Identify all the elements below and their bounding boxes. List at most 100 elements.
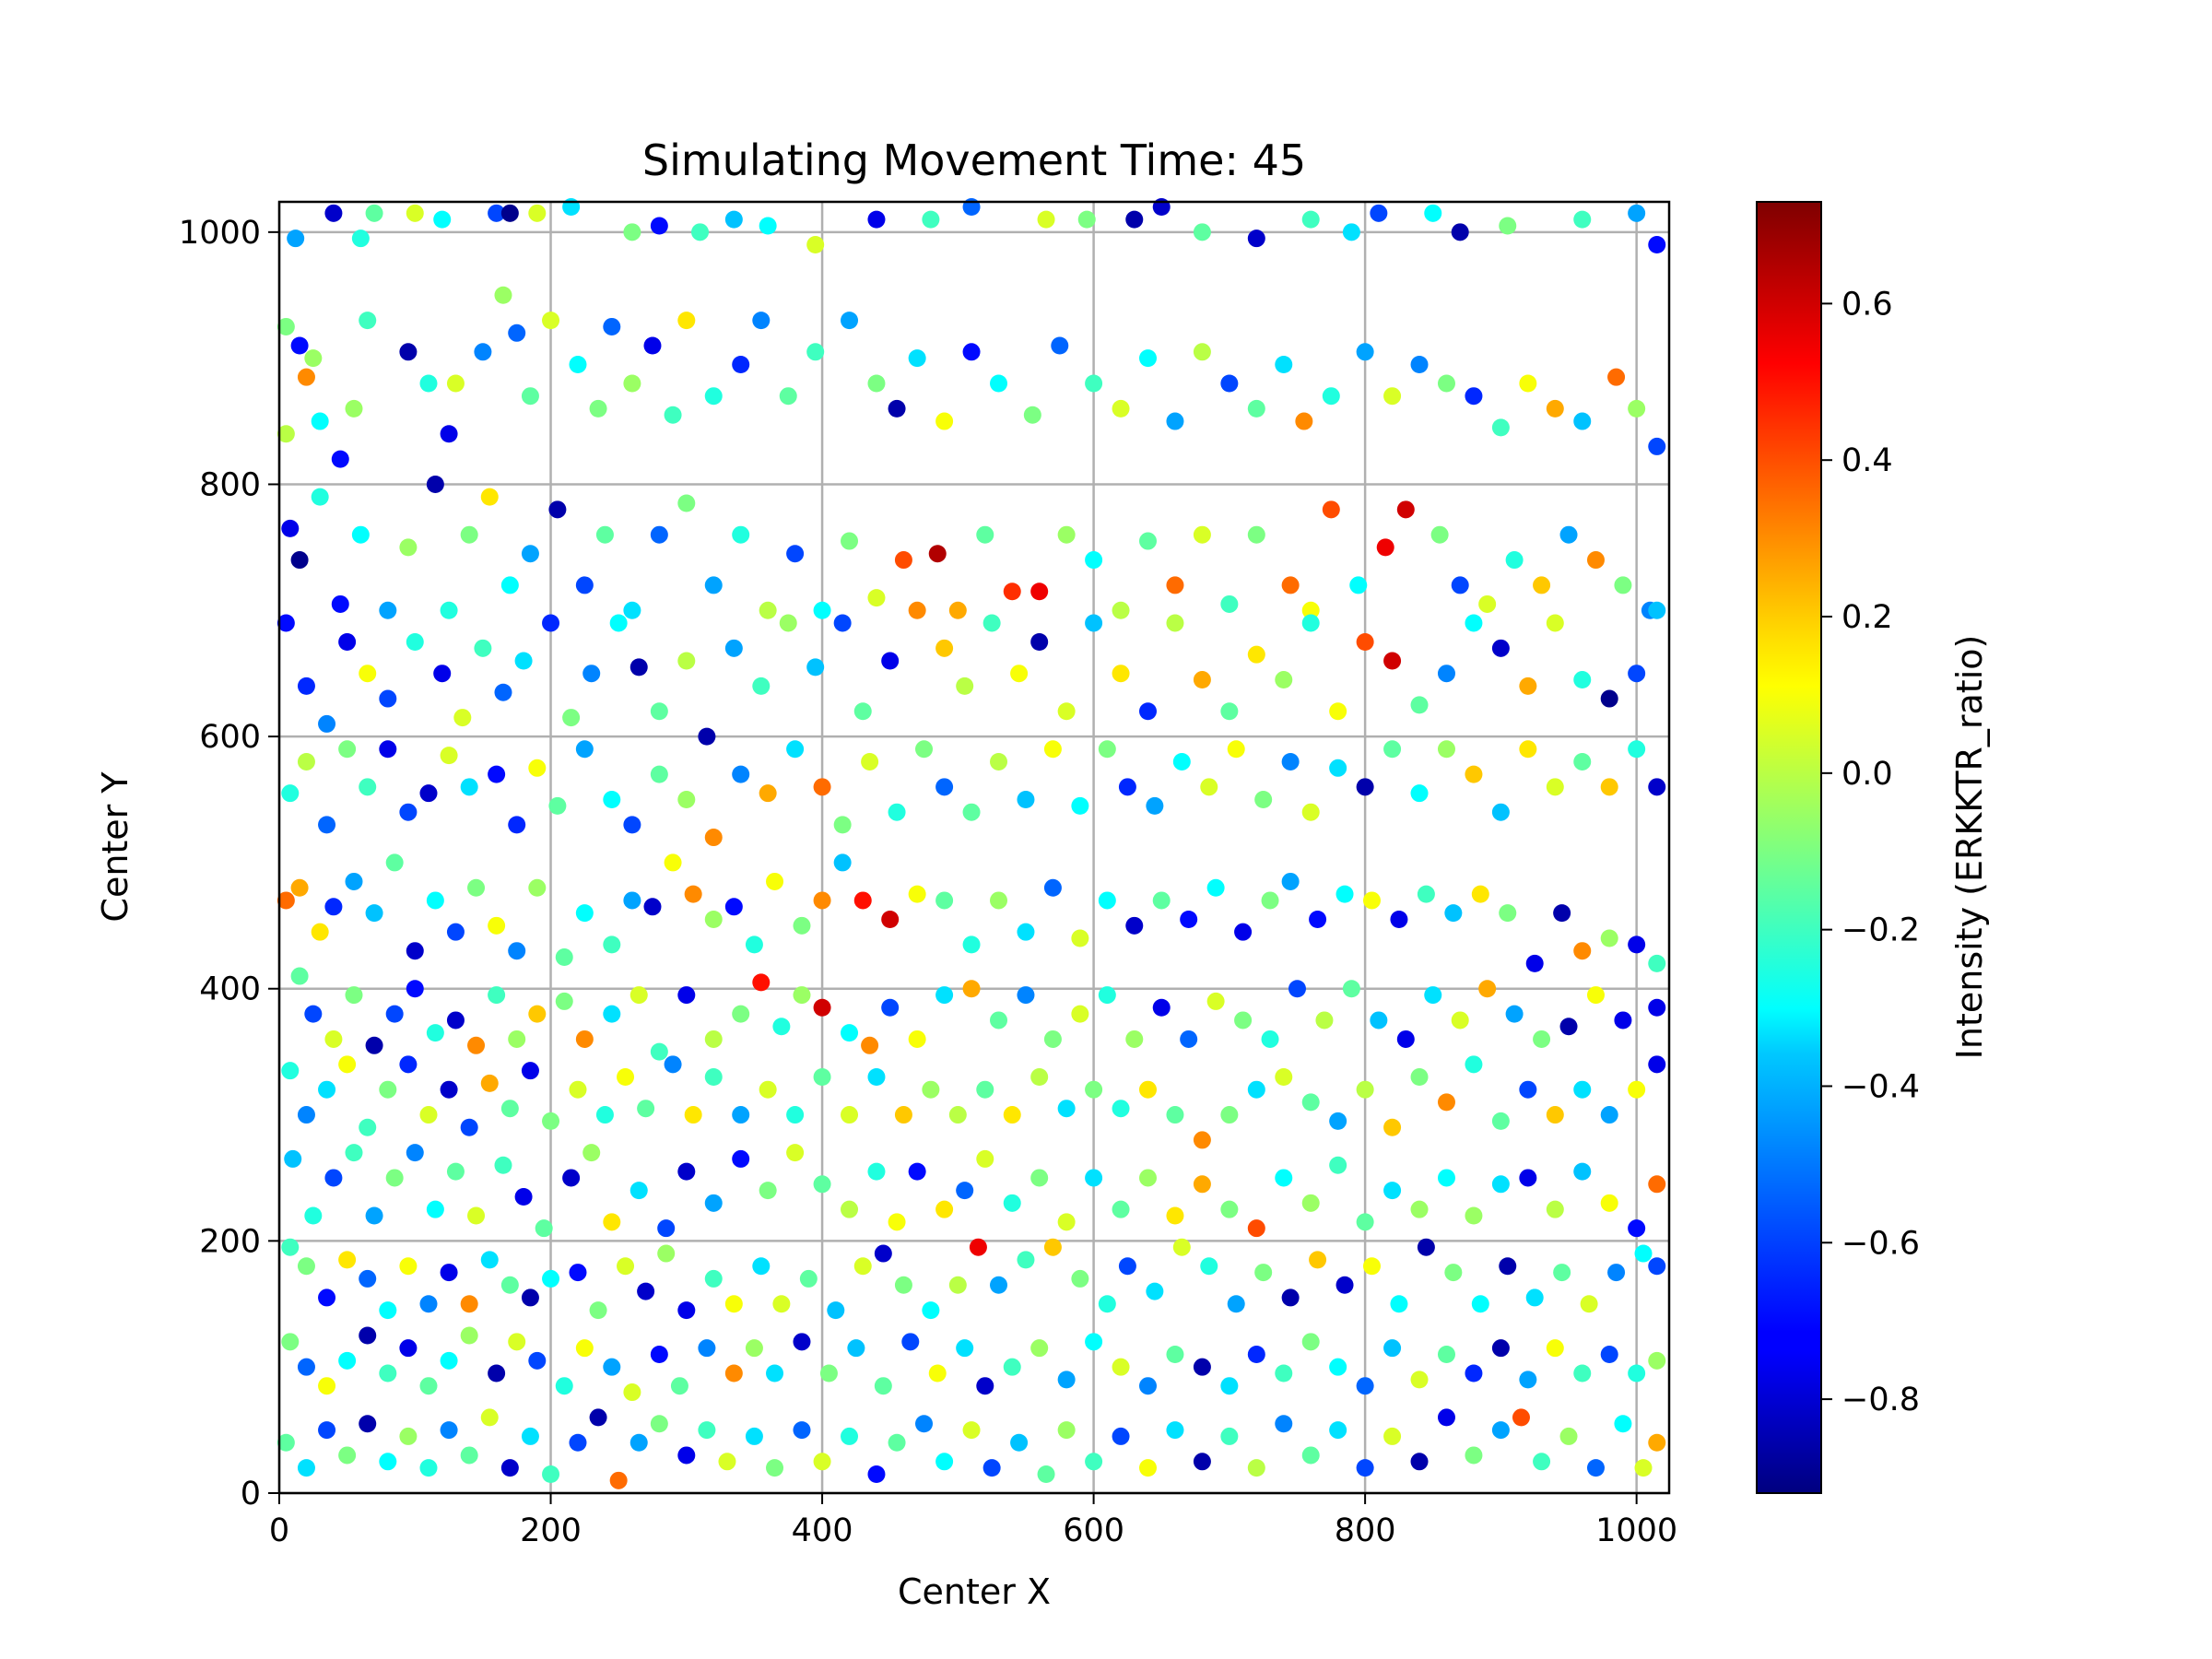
scatter-point — [745, 1339, 763, 1358]
scatter-point — [1139, 349, 1157, 368]
scatter-point — [528, 1351, 547, 1370]
scatter-point — [759, 1080, 777, 1099]
scatter-point — [1180, 910, 1198, 928]
scatter-point — [359, 665, 377, 683]
scatter-point — [684, 1106, 702, 1124]
scatter-point — [1057, 1371, 1076, 1389]
scatter-point — [1648, 778, 1666, 796]
scatter-point — [1417, 1238, 1435, 1256]
scatter-point — [1166, 1106, 1184, 1124]
scatter-point — [724, 210, 743, 229]
scatter-point — [915, 1415, 934, 1433]
scatter-point — [1152, 891, 1171, 910]
scatter-point — [359, 1269, 377, 1288]
scatter-point — [399, 538, 418, 557]
scatter-point — [1329, 702, 1347, 721]
scatter-point — [1648, 437, 1666, 455]
scatter-point — [1017, 923, 1035, 941]
scatter-point — [1342, 980, 1360, 998]
scatter-point — [467, 1036, 486, 1054]
scatter-point — [494, 286, 512, 304]
scatter-point — [1370, 1011, 1388, 1030]
scatter-point — [589, 1408, 607, 1427]
scatter-point — [1383, 387, 1402, 406]
scatter-point — [542, 1112, 560, 1130]
scatter-point — [684, 885, 702, 903]
scatter-point — [338, 632, 357, 651]
scatter-point — [698, 1421, 716, 1440]
scatter-point — [867, 210, 886, 229]
scatter-point — [1437, 665, 1455, 683]
scatter-point — [500, 1276, 519, 1294]
scatter-point — [379, 1364, 397, 1382]
scatter-point — [1057, 702, 1076, 721]
scatter-point — [1424, 204, 1442, 222]
scatter-point — [290, 336, 309, 355]
scatter-point — [1139, 1459, 1157, 1477]
scatter-point — [276, 317, 295, 335]
scatter-point — [569, 1264, 587, 1282]
scatter-point — [1580, 1295, 1598, 1313]
scatter-point — [542, 1465, 560, 1483]
scatter-point — [1098, 986, 1116, 1005]
scatter-point — [1301, 1333, 1320, 1351]
colorbar-tick-label: −0.4 — [1841, 1068, 1920, 1105]
scatter-point — [1607, 1264, 1626, 1282]
scatter-point — [1648, 1257, 1666, 1276]
scatter-point — [281, 1333, 300, 1351]
scatter-point — [664, 853, 682, 872]
scatter-point — [1275, 1415, 1293, 1433]
scatter-point — [1261, 891, 1279, 910]
scatter-point — [1410, 1200, 1429, 1218]
scatter-point — [1628, 740, 1646, 759]
scatter-point — [915, 740, 934, 759]
scatter-point — [806, 658, 825, 677]
scatter-point — [976, 1377, 994, 1395]
scatter-point — [888, 1213, 906, 1231]
scatter-point — [488, 916, 506, 935]
scatter-point — [1499, 1257, 1517, 1276]
scatter-point — [1586, 551, 1605, 570]
scatter-point — [881, 910, 900, 928]
scatter-point — [304, 1206, 323, 1225]
scatter-point — [460, 1326, 478, 1345]
scatter-point — [1166, 412, 1184, 430]
scatter-point — [1491, 418, 1510, 437]
scatter-point — [426, 1200, 444, 1218]
scatter-point — [1628, 1364, 1646, 1382]
scatter-point — [1146, 796, 1164, 815]
scatter-point — [311, 412, 329, 430]
scatter-point — [1600, 1194, 1618, 1212]
scatter-point — [1465, 387, 1483, 406]
scatter-point — [1275, 355, 1293, 373]
scatter-point — [724, 639, 743, 657]
scatter-point — [935, 891, 954, 910]
scatter-point — [1030, 1068, 1049, 1087]
scatter-point — [1342, 223, 1360, 241]
scatter-point — [704, 1194, 723, 1212]
scatter-point — [440, 601, 458, 619]
scatter-point — [494, 683, 512, 701]
scatter-point — [385, 853, 404, 872]
scatter-point — [500, 1100, 519, 1118]
scatter-point — [1573, 210, 1592, 229]
scatter-point — [766, 872, 784, 890]
scatter-point — [276, 1433, 295, 1452]
scatter-point — [1329, 1358, 1347, 1376]
colorbar-ticks: −0.8 −0.6 −0.4 −0.2 0.0 0.2 0.4 0.6 — [1821, 286, 1920, 1418]
scatter-point — [1301, 601, 1320, 619]
scatter-point — [1301, 803, 1320, 821]
scatter-point — [1247, 525, 1265, 544]
scatter-point — [338, 1351, 357, 1370]
scatter-point — [847, 1339, 865, 1358]
scatter-point — [467, 1206, 486, 1225]
scatter-point — [962, 935, 981, 954]
scatter-point — [1112, 1100, 1130, 1118]
scatter-point — [460, 525, 478, 544]
scatter-point — [1220, 594, 1239, 613]
scatter-point — [318, 1377, 336, 1395]
scatter-point — [446, 1011, 465, 1030]
scatter-point — [1071, 1269, 1089, 1288]
colorbar-tick-label: −0.6 — [1841, 1225, 1920, 1262]
